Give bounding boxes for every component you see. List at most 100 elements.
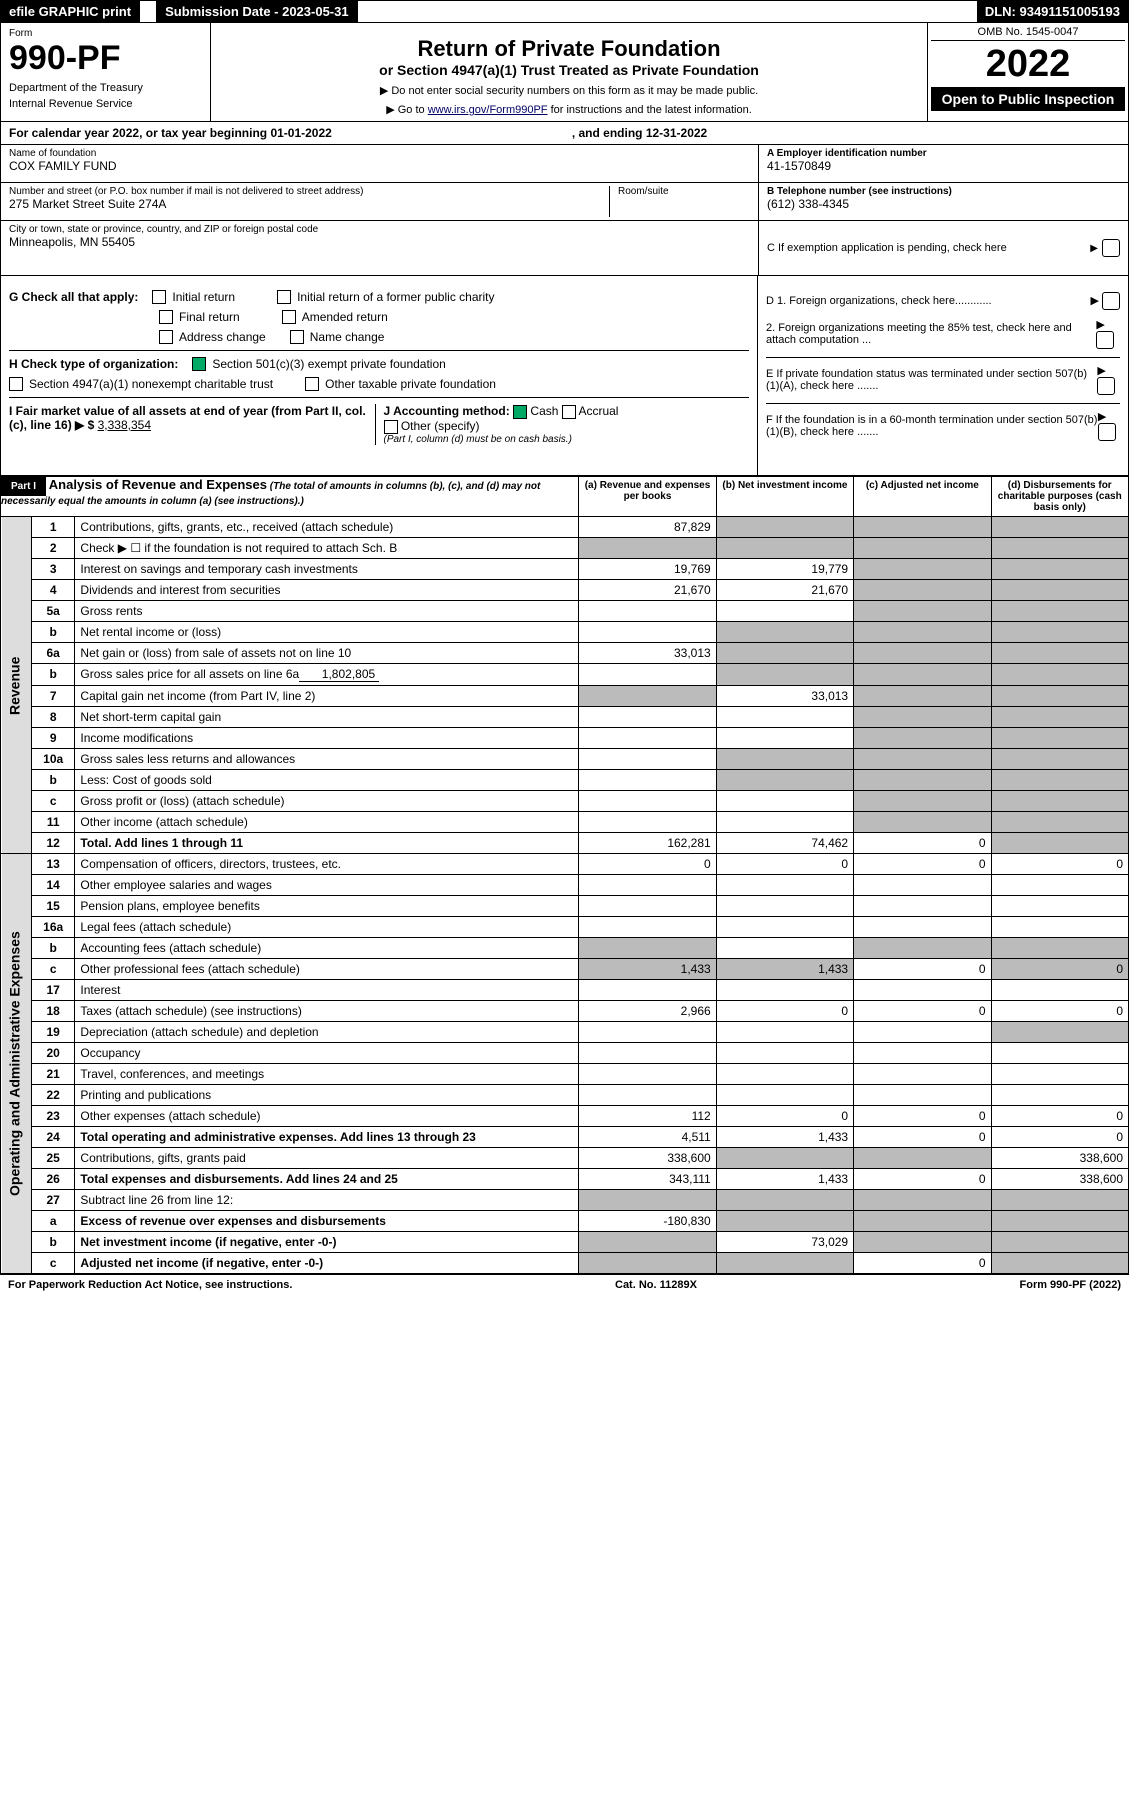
- amount-cell: [854, 980, 991, 1001]
- line-description: Dividends and interest from securities: [75, 580, 579, 601]
- amount-cell: [579, 1190, 716, 1211]
- amount-cell: -180,830: [579, 1211, 716, 1232]
- amount-cell: [579, 1043, 716, 1064]
- table-row: bNet investment income (if negative, ent…: [1, 1232, 1129, 1253]
- other-method-checkbox[interactable]: [384, 420, 398, 434]
- org-info: Name of foundation COX FAMILY FUND Numbe…: [0, 145, 1129, 276]
- amount-cell: [579, 980, 716, 1001]
- amount-cell: 0: [854, 959, 991, 980]
- amount-cell: [579, 1022, 716, 1043]
- amount-cell: [579, 917, 716, 938]
- amount-cell: [991, 580, 1128, 601]
- line-description: Excess of revenue over expenses and disb…: [75, 1211, 579, 1232]
- amount-cell: [854, 580, 991, 601]
- amount-cell: [854, 559, 991, 580]
- amount-cell: [716, 1064, 853, 1085]
- city-label: City or town, state or province, country…: [9, 224, 750, 235]
- amount-cell: [716, 601, 853, 622]
- line-description: Travel, conferences, and meetings: [75, 1064, 579, 1085]
- amount-cell: [579, 1085, 716, 1106]
- amount-cell: [854, 896, 991, 917]
- amended-checkbox[interactable]: [282, 310, 296, 324]
- line-number: 25: [31, 1148, 75, 1169]
- amount-cell: 33,013: [579, 643, 716, 664]
- initial-return-checkbox[interactable]: [152, 290, 166, 304]
- amount-cell: [991, 1190, 1128, 1211]
- line-number: 8: [31, 707, 75, 728]
- amount-cell: [991, 707, 1128, 728]
- form990pf-link[interactable]: www.irs.gov/Form990PF: [428, 104, 548, 116]
- e-checkbox[interactable]: [1097, 377, 1115, 395]
- line-description: Accounting fees (attach schedule): [75, 938, 579, 959]
- table-row: 9Income modifications: [1, 728, 1129, 749]
- efile-print-link[interactable]: [140, 1, 157, 22]
- amount-cell: [991, 749, 1128, 770]
- amount-cell: [716, 875, 853, 896]
- amount-cell: 338,600: [579, 1148, 716, 1169]
- amount-cell: 33,013: [716, 686, 853, 707]
- form-number: 990-PF: [9, 39, 202, 78]
- amount-cell: [716, 517, 853, 538]
- name-change-checkbox[interactable]: [290, 330, 304, 344]
- amount-cell: [991, 938, 1128, 959]
- initial-former-checkbox[interactable]: [277, 290, 291, 304]
- cash-checkbox[interactable]: [513, 405, 527, 419]
- part1-table: Part I Analysis of Revenue and Expenses …: [0, 476, 1129, 1274]
- addr-change-checkbox[interactable]: [159, 330, 173, 344]
- amount-cell: [854, 601, 991, 622]
- amount-cell: 338,600: [991, 1169, 1128, 1190]
- amount-cell: [991, 812, 1128, 833]
- amount-cell: [854, 517, 991, 538]
- amount-cell: [716, 896, 853, 917]
- c-checkbox[interactable]: [1102, 239, 1120, 257]
- col-c-header: (c) Adjusted net income: [854, 477, 991, 517]
- table-row: 11Other income (attach schedule): [1, 812, 1129, 833]
- 501c3-checkbox[interactable]: [192, 357, 206, 371]
- amount-cell: [991, 1253, 1128, 1274]
- amount-cell: [991, 664, 1128, 686]
- line-number: 12: [31, 833, 75, 854]
- d2-checkbox[interactable]: [1096, 331, 1114, 349]
- amount-cell: [991, 770, 1128, 791]
- amount-cell: [991, 833, 1128, 854]
- line-number: 4: [31, 580, 75, 601]
- amount-cell: [579, 896, 716, 917]
- footer-left: For Paperwork Reduction Act Notice, see …: [8, 1279, 292, 1291]
- footer-mid: Cat. No. 11289X: [615, 1279, 697, 1291]
- table-row: 10aGross sales less returns and allowanc…: [1, 749, 1129, 770]
- line-number: b: [31, 664, 75, 686]
- amount-cell: 21,670: [716, 580, 853, 601]
- table-row: bAccounting fees (attach schedule): [1, 938, 1129, 959]
- line-number: 16a: [31, 917, 75, 938]
- amount-cell: [579, 875, 716, 896]
- amount-cell: [716, 1253, 853, 1274]
- part1-title: Analysis of Revenue and Expenses: [49, 477, 267, 492]
- final-return-checkbox[interactable]: [159, 310, 173, 324]
- table-row: aExcess of revenue over expenses and dis…: [1, 1211, 1129, 1232]
- d1-checkbox[interactable]: [1102, 292, 1120, 310]
- line-number: 6a: [31, 643, 75, 664]
- table-row: 20Occupancy: [1, 1043, 1129, 1064]
- amount-cell: [854, 917, 991, 938]
- amount-cell: [854, 707, 991, 728]
- amount-cell: [854, 749, 991, 770]
- table-row: 22Printing and publications: [1, 1085, 1129, 1106]
- table-row: 16aLegal fees (attach schedule): [1, 917, 1129, 938]
- amount-cell: 73,029: [716, 1232, 853, 1253]
- other-taxable-checkbox[interactable]: [305, 377, 319, 391]
- line-number: 23: [31, 1106, 75, 1127]
- line-description: Interest on savings and temporary cash i…: [75, 559, 579, 580]
- 4947-checkbox[interactable]: [9, 377, 23, 391]
- table-row: cAdjusted net income (if negative, enter…: [1, 1253, 1129, 1274]
- line-description: Depreciation (attach schedule) and deple…: [75, 1022, 579, 1043]
- amount-cell: 19,779: [716, 559, 853, 580]
- table-row: bGross sales price for all assets on lin…: [1, 664, 1129, 686]
- amount-cell: 112: [579, 1106, 716, 1127]
- f-checkbox[interactable]: [1098, 423, 1116, 441]
- line-number: 13: [31, 854, 75, 875]
- amount-cell: [854, 686, 991, 707]
- amount-cell: [854, 875, 991, 896]
- accrual-checkbox[interactable]: [562, 405, 576, 419]
- line-number: 15: [31, 896, 75, 917]
- inline-value: 1,802,805: [299, 667, 379, 682]
